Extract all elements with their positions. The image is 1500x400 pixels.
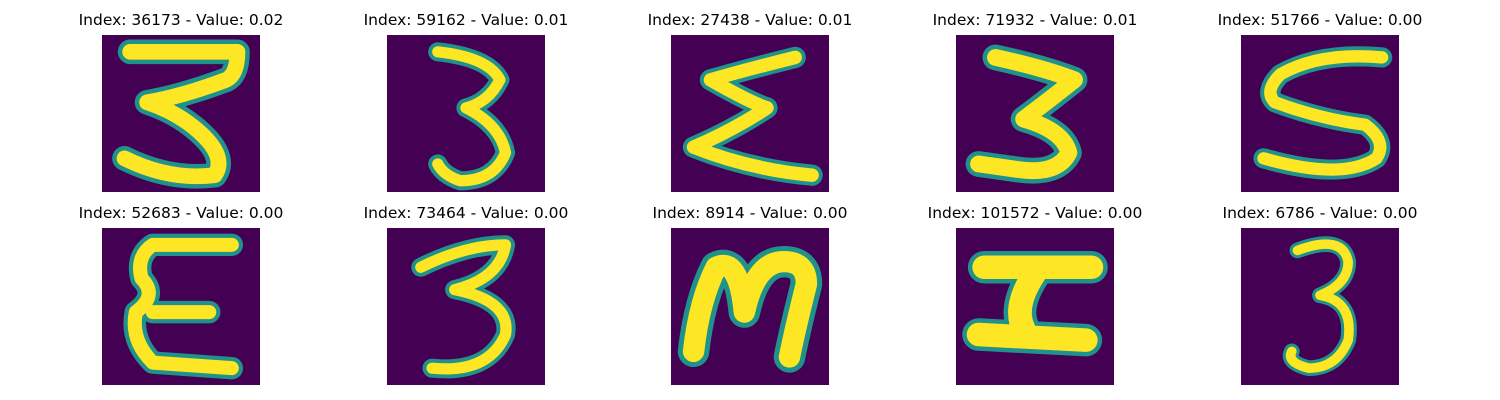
digit-image bbox=[956, 228, 1114, 385]
panel-title: Index: 36173 - Value: 0.02 bbox=[78, 11, 284, 29]
panel-title: Index: 101572 - Value: 0.00 bbox=[927, 204, 1143, 222]
panel-title: Index: 6786 - Value: 0.00 bbox=[1222, 204, 1418, 222]
panel-title: Index: 71932 - Value: 0.01 bbox=[932, 11, 1138, 29]
panel-title: Index: 27438 - Value: 0.01 bbox=[647, 11, 853, 29]
digit-image bbox=[1241, 35, 1399, 192]
panel-title: Index: 73464 - Value: 0.00 bbox=[363, 204, 569, 222]
digit-image bbox=[102, 35, 260, 192]
digit-image bbox=[102, 228, 260, 385]
panel-title: Index: 8914 - Value: 0.00 bbox=[652, 204, 848, 222]
digit-image bbox=[956, 35, 1114, 192]
panel-title: Index: 52683 - Value: 0.00 bbox=[78, 204, 284, 222]
digit-image bbox=[387, 35, 545, 192]
digit-image bbox=[1241, 228, 1399, 385]
digit-image bbox=[671, 228, 829, 385]
digit-image bbox=[671, 35, 829, 192]
panel-title: Index: 51766 - Value: 0.00 bbox=[1217, 11, 1423, 29]
digit-image bbox=[387, 228, 545, 385]
panel-title: Index: 59162 - Value: 0.01 bbox=[363, 11, 569, 29]
